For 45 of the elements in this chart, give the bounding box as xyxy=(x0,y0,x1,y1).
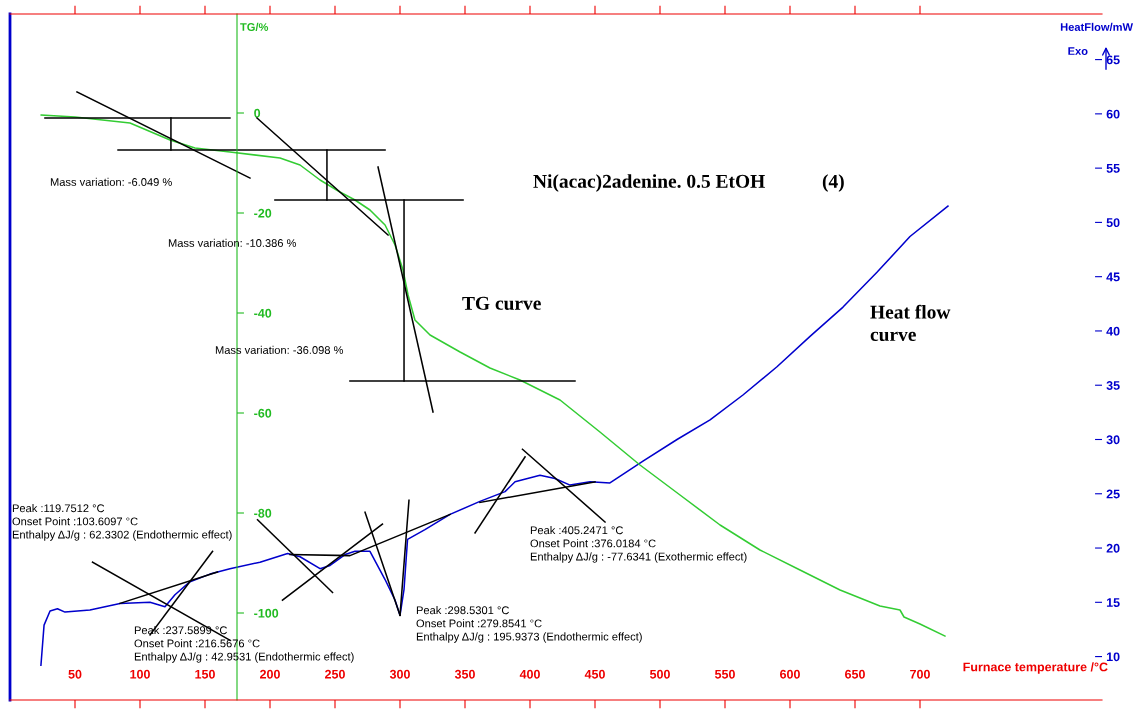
y2-tick-label: 45 xyxy=(1106,272,1120,282)
x-tick-label: 350 xyxy=(454,669,475,679)
annotation: Mass variation: -36.098 % xyxy=(215,345,344,354)
y2-tick-label: 30 xyxy=(1106,435,1120,445)
x-tick-label: 150 xyxy=(195,669,215,679)
annotation: Mass variation: -6.049 % xyxy=(50,177,172,186)
y2-tick-label: 60 xyxy=(1106,109,1120,119)
x-tick-label: 500 xyxy=(649,669,670,679)
y-axis-title: TG/% xyxy=(240,22,269,32)
x-tick-label: 550 xyxy=(714,669,735,679)
y2-tick-label: 25 xyxy=(1106,489,1120,499)
y2-axis-title: HeatFlow/mW xyxy=(1060,22,1133,32)
x-tick-label: 300 xyxy=(389,669,410,679)
x-tick-label: 400 xyxy=(519,669,540,679)
y-tick-label: 0 xyxy=(254,108,261,118)
y2-tick-label: 40 xyxy=(1106,326,1120,336)
x-tick-label: 50 xyxy=(68,669,82,679)
annotation: Exo xyxy=(1068,47,1088,55)
y-tick-label: -40 xyxy=(254,308,272,318)
y2-tick-label: 10 xyxy=(1106,652,1120,662)
annotation: Heat flow curve xyxy=(870,304,951,342)
annotation: Peak :405.2471 °C Onset Point :376.0184 °C Enthalpy ΔJ/g : -77.6341 (Exothermic effect) xyxy=(530,526,747,563)
x-tick-label: 600 xyxy=(780,669,800,679)
annotation: (4) xyxy=(822,174,844,192)
x-tick-label: 200 xyxy=(260,669,280,679)
x-tick-label: 650 xyxy=(845,669,865,679)
y2-tick-label: 50 xyxy=(1106,218,1120,228)
x-tick-label: 450 xyxy=(584,669,605,679)
text: Ni(acac)2adenine. 0.5 EtOH xyxy=(533,174,765,192)
annotation: Peak :119.7512 °C Onset Point :103.6097 °C Enthalpy ΔJ/g : 62.3302 (Endothermic effect) xyxy=(12,504,232,541)
y-tick-label: -60 xyxy=(254,408,272,418)
annotation: TG curve xyxy=(462,296,541,310)
y2-tick-label: 20 xyxy=(1106,543,1120,553)
y2-tick-label: 15 xyxy=(1106,598,1120,607)
y2-tick-label: 35 xyxy=(1106,381,1120,390)
annotation: Mass variation: -10.386 % xyxy=(168,238,297,247)
y-tick-label: -100 xyxy=(254,608,279,618)
x-tick-label: 250 xyxy=(325,669,345,679)
annotation: Peak :298.5301 °C Onset Point :279.8541 °C Enthalpy ΔJ/g : 195.9373 (Endothermic effect) xyxy=(416,606,642,643)
x-tick-label: 100 xyxy=(130,669,150,679)
x-axis-title: Furnace temperature /°C xyxy=(963,662,1108,674)
x-tick-label: 700 xyxy=(910,669,930,679)
y-tick-label: -80 xyxy=(254,508,272,518)
y-tick-label: -20 xyxy=(254,208,272,218)
y2-tick-label: 55 xyxy=(1106,164,1120,173)
